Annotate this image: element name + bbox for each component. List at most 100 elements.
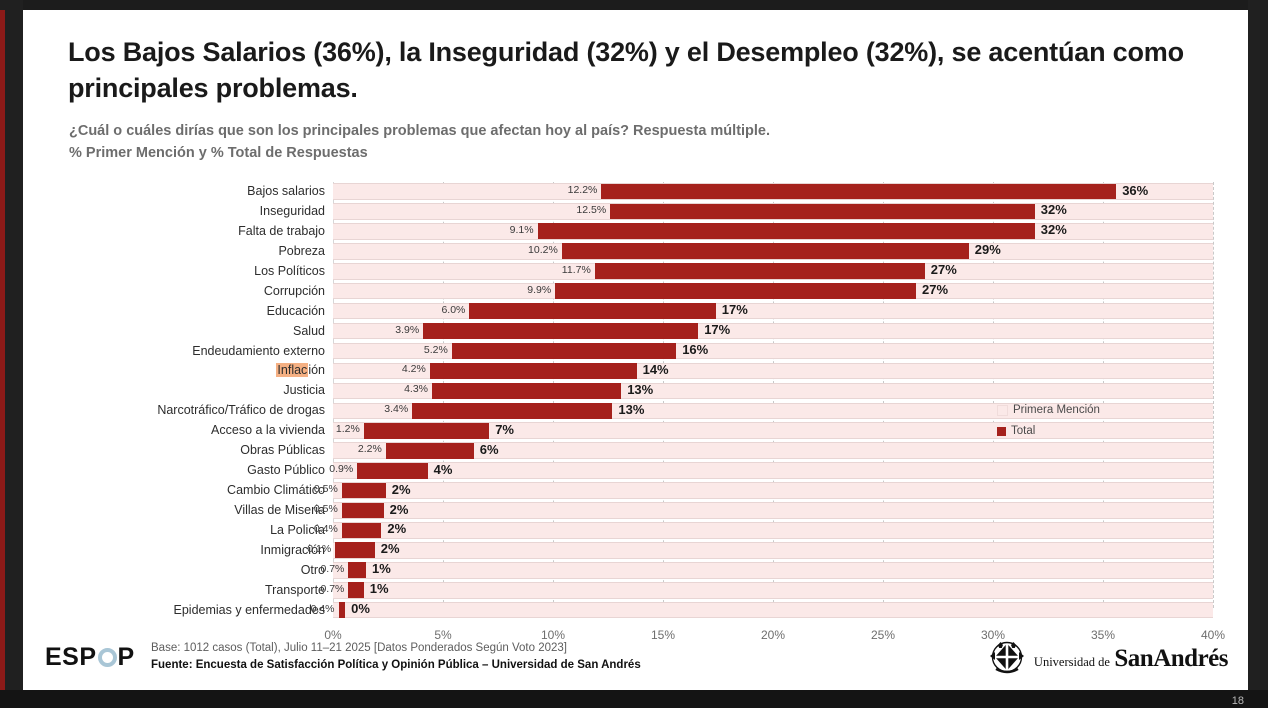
bar-total bbox=[610, 203, 1035, 220]
legend-item[interactable]: Primera Mención bbox=[997, 404, 1100, 416]
bar-label-primera-mencion: 0.5% bbox=[313, 503, 338, 515]
espop-logo-text-left: ESP bbox=[45, 643, 97, 671]
bar-row: 5.2% 16% bbox=[333, 342, 1213, 362]
bar-primera-mencion bbox=[333, 442, 1213, 459]
university-logo: Universidad de SanAndrés bbox=[987, 638, 1228, 681]
bar-row: 3.9% 17% bbox=[333, 322, 1213, 342]
bar-label-total: 0% bbox=[351, 601, 370, 617]
bar-label-total: 4% bbox=[433, 461, 453, 477]
bar-label-primera-mencion: 0.1% bbox=[307, 542, 332, 555]
bar-total bbox=[429, 363, 637, 379]
bar-row: 0.1% 2% bbox=[307, 541, 1213, 561]
subtitle-question: ¿Cuál o cuáles dirías que son los princi… bbox=[69, 123, 771, 139]
o-ring-icon bbox=[97, 648, 117, 667]
bar-label-primera-mencion: 5.2% bbox=[423, 343, 448, 356]
bar-total bbox=[348, 582, 364, 599]
frame-left bbox=[0, 0, 23, 708]
category-label: Los Políticos bbox=[254, 263, 325, 278]
bar-label-primera-mencion: 9.1% bbox=[509, 223, 534, 236]
category-label: Inseguridad bbox=[259, 203, 325, 218]
bar-row: 0.5% 2% bbox=[314, 481, 1213, 501]
bar-row: 0.4% 0% bbox=[311, 601, 1213, 621]
bar-total bbox=[469, 303, 716, 320]
category-label: Bajos salarios bbox=[247, 184, 325, 198]
bar-row: 0.5% 2% bbox=[314, 501, 1213, 521]
bar-total bbox=[423, 323, 699, 339]
x-axis-tick: 40% bbox=[1200, 628, 1226, 642]
category-label: Inmigración bbox=[260, 542, 325, 557]
bar-label-total: 7% bbox=[495, 421, 514, 437]
bar-label-primera-mencion: 4.3% bbox=[404, 383, 428, 396]
bar-label-total: 1% bbox=[372, 561, 391, 577]
x-axis-tick: 15% bbox=[650, 628, 676, 642]
legend-swatch bbox=[997, 426, 1006, 436]
bar-total bbox=[341, 502, 384, 519]
category-label: Acceso a la vivienda bbox=[211, 423, 325, 438]
bar-label-total: 36% bbox=[1122, 182, 1149, 198]
bar-label-primera-mencion: 0.4% bbox=[313, 522, 338, 535]
bar-rows: 12.2% 36% 12.5% 32% 9.1% 32% 10.2% 29% 11.7% 27% 9… bbox=[307, 182, 1213, 621]
legend-label: Total bbox=[1011, 425, 1036, 437]
page-title: Los Bajos Salarios (36%), la Inseguridad… bbox=[68, 37, 1184, 103]
bar-label-total: 6% bbox=[479, 441, 499, 457]
x-axis-tick: 5% bbox=[434, 628, 452, 642]
bar-primera-mencion bbox=[333, 522, 1213, 539]
highlighted-text: Inflac bbox=[276, 363, 309, 378]
x-axis-tick: 35% bbox=[1090, 628, 1116, 642]
x-axis-tick: 10% bbox=[540, 628, 566, 642]
category-label: Pobreza bbox=[278, 243, 325, 258]
bar-label-primera-mencion: 0.4% bbox=[310, 602, 335, 615]
bar-total bbox=[341, 482, 386, 499]
bar-primera-mencion bbox=[333, 581, 1213, 599]
bar-row: 4.2% 14% bbox=[333, 361, 1213, 381]
bar-row: 10.2% 29% bbox=[333, 242, 1213, 262]
espop-logo-text-right: P bbox=[117, 643, 135, 671]
bar-total bbox=[335, 542, 375, 559]
footer-source: Fuente: Encuesta de Satisfacción Polític… bbox=[151, 658, 641, 671]
bar-label-total: 2% bbox=[387, 521, 407, 537]
bar-row: 0.7% 1% bbox=[320, 581, 1213, 601]
bar-total bbox=[432, 382, 622, 399]
bar-label-primera-mencion: 0.7% bbox=[320, 582, 345, 595]
bar-label-total: 13% bbox=[618, 401, 645, 417]
espop-logo: ESP P bbox=[45, 643, 135, 672]
category-label: Inflación bbox=[276, 363, 325, 378]
category-label: Transporte bbox=[265, 582, 325, 597]
bar-label-primera-mencion: 0.7% bbox=[320, 562, 345, 575]
bar-primera-mencion bbox=[333, 462, 1213, 479]
category-label: La Policía bbox=[270, 522, 325, 537]
bar-total bbox=[451, 343, 677, 359]
bar-label-total: 1% bbox=[369, 581, 389, 597]
bar-label-primera-mencion: 3.9% bbox=[395, 323, 420, 336]
bar-primera-mencion bbox=[333, 562, 1213, 579]
bar-label-total: 32% bbox=[1040, 202, 1067, 218]
bar-row: 9.1% 32% bbox=[333, 222, 1213, 242]
bar-label-primera-mencion: 12.2% bbox=[567, 184, 598, 196]
bar-total bbox=[601, 183, 1117, 200]
subtitle-block: ¿Cuál o cuáles dirías que son los princi… bbox=[69, 121, 1169, 165]
bar-label-total: 16% bbox=[682, 342, 709, 357]
bar-label-primera-mencion: 4.2% bbox=[401, 363, 426, 376]
bar-row: 12.2% 36% bbox=[333, 182, 1213, 202]
legend-item[interactable]: Total bbox=[997, 425, 1100, 437]
bar-label-primera-mencion: 0.5% bbox=[313, 483, 338, 496]
legend-swatch bbox=[997, 404, 1008, 416]
category-label: Villas de Miseria bbox=[234, 503, 325, 517]
category-axis-labels: Bajos salarios Inseguridad Falta de trabaj… bbox=[69, 182, 325, 621]
slide-footer: ESP P Base: 1012 casos (Total), Julio 11–… bbox=[23, 634, 1248, 690]
bar-total bbox=[385, 442, 474, 459]
bar-label-total: 2% bbox=[391, 481, 411, 497]
category-label: Salud bbox=[293, 323, 325, 338]
bar-label-total: 2% bbox=[389, 501, 409, 517]
bar-label-primera-mencion: 6.0% bbox=[441, 303, 466, 316]
accent-strip bbox=[0, 10, 5, 690]
legend-label: Primera Mención bbox=[1013, 404, 1100, 416]
category-label: Epidemias y enfermedades bbox=[173, 602, 325, 617]
bar-label-total: 14% bbox=[642, 361, 669, 377]
footer-base: Base: 1012 casos (Total), Julio 11–21 20… bbox=[151, 642, 567, 654]
subtitle-metric: % Primer Mención y % Total de Respuestas bbox=[69, 144, 368, 161]
bar-total bbox=[412, 402, 613, 419]
university-name: Universidad de SanAndrés bbox=[1034, 646, 1229, 672]
bar-label-total: 17% bbox=[704, 322, 731, 338]
